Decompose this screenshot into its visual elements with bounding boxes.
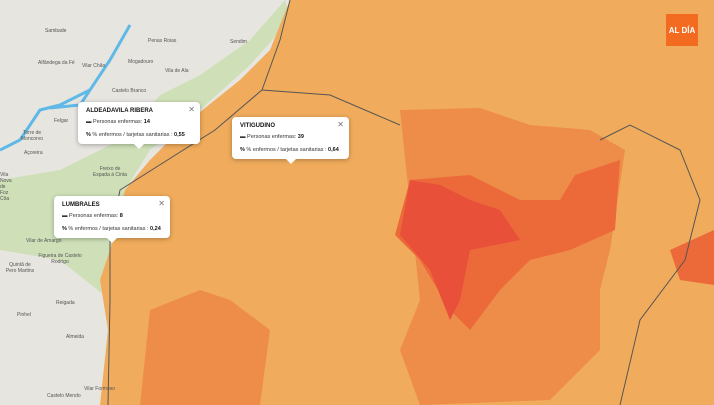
place-label: Figueira de Castelo Rodrigo (38, 253, 82, 265)
region-highest[interactable] (400, 180, 520, 320)
place-label: Alfândega da Fé (38, 60, 75, 66)
place-label: Vilar Chão (82, 63, 106, 69)
place-label: Pinhel (17, 312, 31, 318)
popup-title: ALDEADAVILA RIBERA (86, 108, 153, 114)
popup-title: VITIGUDINO (240, 123, 276, 129)
bed-icon: ▬ (62, 213, 68, 219)
place-label: Vila de Ala (165, 68, 189, 74)
region-mid-sw[interactable] (140, 290, 270, 405)
place-label: Torre de Moncorvo (21, 130, 43, 142)
close-icon[interactable]: ✕ (337, 120, 344, 129)
province-border (107, 0, 701, 405)
place-label: Sendim (230, 39, 247, 45)
popup-vitigudino: ✕ VITIGUDINO ▬ Personas enfermas: 39 % %… (232, 117, 349, 164)
popup-aldeadavila: ✕ ALDEADAVILA RIBERA ▬ Personas enfermas… (78, 102, 200, 149)
place-label: Açoreira (24, 150, 43, 156)
place-label: Mogadouro (128, 59, 154, 65)
place-label: Penas Roias (148, 38, 177, 44)
popup-lumbrales: ✕ LUMBRALES ▬ Personas enfermas: 8 % % e… (54, 196, 170, 243)
place-label: Castelo Mendo (47, 393, 81, 399)
al-dia-logo: AL DÍA (666, 14, 698, 46)
place-label: Reigada (56, 300, 75, 306)
place-label: Vilar de Amargo (26, 238, 62, 244)
place-label: Vilar Formoso (84, 386, 116, 392)
close-icon[interactable]: ✕ (158, 199, 165, 208)
place-label: Vila Nova de Foz Côa (0, 172, 12, 202)
close-icon[interactable]: ✕ (188, 105, 195, 114)
popup-title: LUMBRALES (62, 202, 100, 208)
place-label: Sambade (45, 28, 67, 34)
region-high-east[interactable] (670, 230, 714, 285)
place-label: Castelo Branco (112, 88, 147, 94)
bed-icon: ▬ (86, 119, 92, 125)
place-label: Almeida (66, 334, 85, 340)
place-label: Freixo de Espada à Cinta (92, 166, 128, 178)
bed-icon: ▬ (240, 134, 246, 140)
place-label: Felgar (54, 118, 69, 124)
place-label: Quintã de Pero Martins (5, 262, 35, 274)
